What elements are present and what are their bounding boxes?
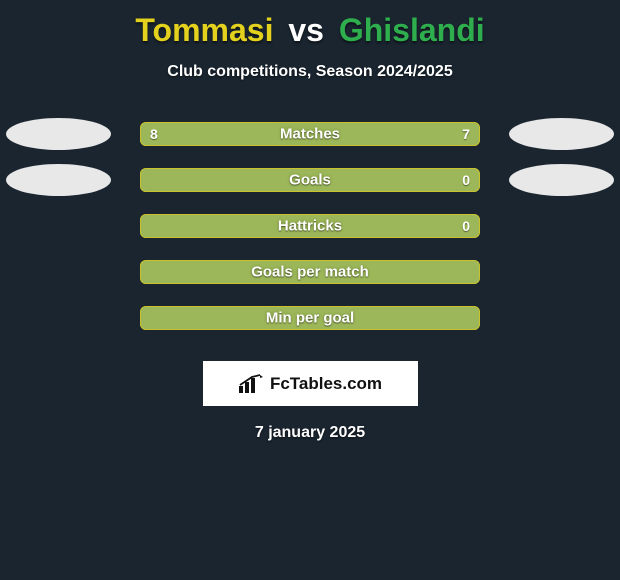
player2-marker [509, 118, 614, 150]
stat-value-right: 0 [462, 218, 470, 234]
stat-label: Hattricks [140, 218, 480, 235]
logo-text: FcTables.com [270, 374, 382, 394]
player2-marker [509, 164, 614, 196]
stat-value-right: 0 [462, 172, 470, 188]
date-label: 7 january 2025 [0, 424, 620, 442]
comparison-title: Tommasi vs Ghislandi [0, 0, 620, 49]
stat-value-right: 7 [462, 126, 470, 142]
player2-name: Ghislandi [339, 12, 485, 48]
stat-bar: Min per goal [140, 306, 480, 330]
fctables-logo: FcTables.com [203, 361, 418, 406]
subtitle: Club competitions, Season 2024/2025 [0, 63, 620, 81]
stat-rows: 8Matches7Goals0Hattricks0Goals per match… [0, 111, 620, 341]
vs-label: vs [288, 12, 324, 48]
player1-name: Tommasi [135, 12, 273, 48]
stat-bar: 8Matches7 [140, 122, 480, 146]
stat-row: Min per goal [0, 295, 620, 341]
stat-row: Goals0 [0, 157, 620, 203]
stat-row: 8Matches7 [0, 111, 620, 157]
stat-label: Goals per match [140, 264, 480, 281]
stat-label: Min per goal [140, 310, 480, 327]
player1-marker [6, 164, 111, 196]
stat-bar: Hattricks0 [140, 214, 480, 238]
stat-row: Hattricks0 [0, 203, 620, 249]
stat-bar: Goals0 [140, 168, 480, 192]
stat-label: Matches [140, 126, 480, 143]
stat-row: Goals per match [0, 249, 620, 295]
stat-label: Goals [140, 172, 480, 189]
chart-icon [238, 374, 264, 394]
stat-bar: Goals per match [140, 260, 480, 284]
player1-marker [6, 118, 111, 150]
